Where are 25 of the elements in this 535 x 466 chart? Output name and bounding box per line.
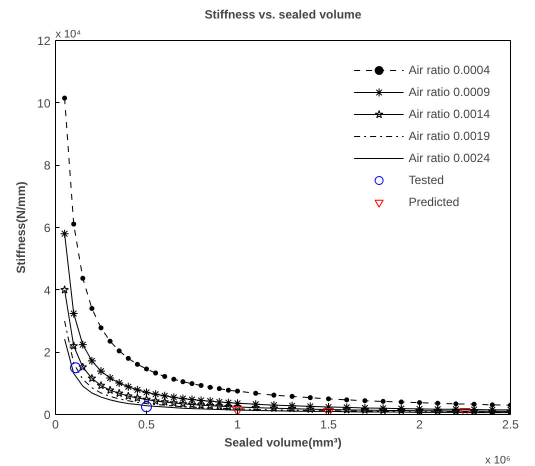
legend-label: Air ratio 0.0004 <box>408 63 490 77</box>
legend-label: Air ratio 0.0024 <box>408 151 490 165</box>
x-tick-label: 2 <box>416 418 424 432</box>
x-tick-label: 0.5 <box>138 418 156 432</box>
x-tick-label: 1.5 <box>320 418 338 432</box>
legend-label: Predicted <box>408 195 460 209</box>
text: x 10⁶ <box>485 454 511 466</box>
legend-label: Air ratio 0.0019 <box>408 129 490 143</box>
x-tick-label: 2.5 <box>502 418 520 432</box>
y-tick-label: 6 <box>44 221 51 235</box>
y-tick-label: 10 <box>37 96 51 110</box>
y-axis-title: Stiffness(N/mm) <box>14 181 28 274</box>
legend-label: Air ratio 0.0014 <box>408 107 490 121</box>
y-tick-label: 0 <box>44 408 51 422</box>
x-tick-label: 0 <box>52 418 60 432</box>
legend-label: Air ratio 0.0009 <box>408 85 490 99</box>
y-tick-label: 8 <box>44 158 51 173</box>
x-axis-title: Sealed volume(mm³) <box>224 436 342 450</box>
y-tick-label: 12 <box>37 34 51 48</box>
y-tick-label: 4 <box>44 283 51 298</box>
chart-title: Stiffness vs. sealed volume <box>204 8 362 22</box>
annotation: x 10⁴ <box>56 28 82 40</box>
y-tick-label: 2 <box>44 346 51 360</box>
legend-label: Tested <box>408 173 444 187</box>
x-tick-label: 1 <box>234 418 242 432</box>
